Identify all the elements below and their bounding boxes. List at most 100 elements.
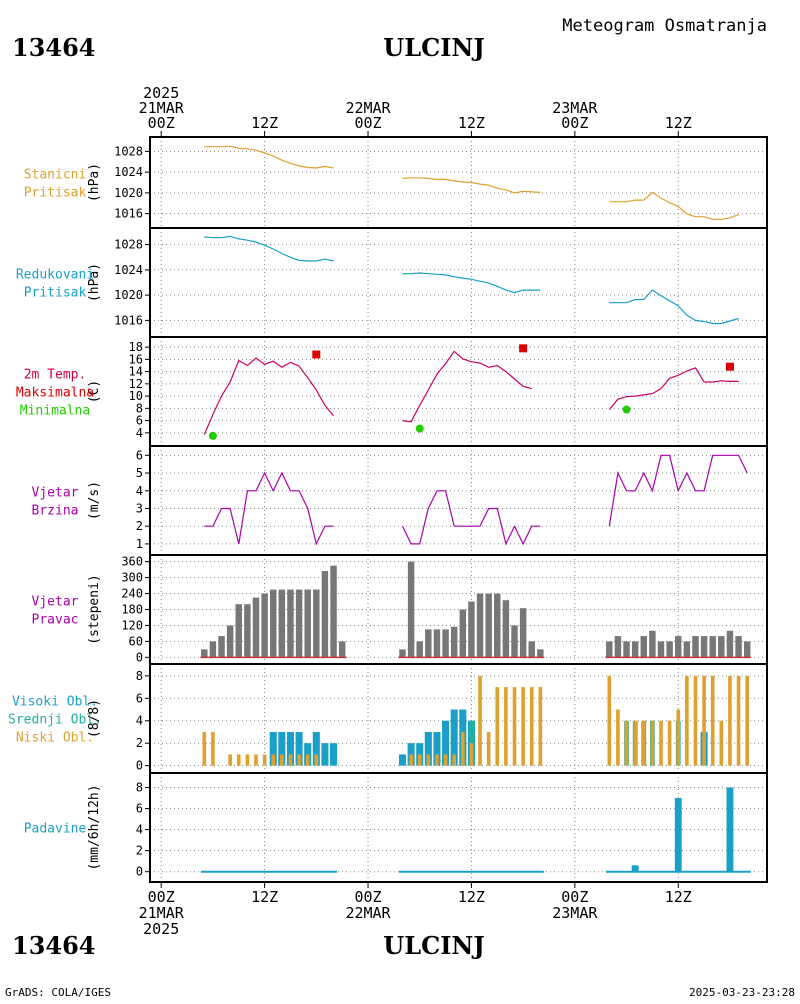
bar — [616, 709, 620, 766]
bar — [321, 570, 329, 658]
y-tick-label: 2 — [136, 736, 143, 750]
bar — [469, 743, 474, 766]
y-tick-label: 1020 — [114, 288, 143, 302]
time-label: 22MAR — [345, 904, 391, 922]
y-tick-label: 6 — [136, 691, 143, 705]
time-label: 21MAR — [139, 99, 185, 117]
time-label: 23MAR — [552, 904, 598, 922]
bar — [675, 636, 682, 658]
bar — [719, 720, 724, 766]
y-tick-label: 120 — [121, 618, 143, 632]
panel-label: Niski Obl. — [16, 731, 94, 746]
bar — [313, 589, 320, 658]
time-label: 00Z — [354, 888, 381, 906]
bar — [521, 687, 525, 766]
bar — [666, 641, 673, 658]
bar — [286, 731, 294, 766]
series-line — [402, 350, 532, 423]
time-label: 12Z — [665, 114, 692, 132]
time-label: 00Z — [148, 114, 175, 132]
panels-group: 1016102010241028(hPa)StanicniPritisak101… — [8, 136, 768, 883]
bar — [409, 754, 413, 766]
series-line — [204, 145, 334, 169]
bar — [718, 636, 725, 658]
bar — [607, 675, 612, 766]
y-tick-label: 0 — [136, 759, 143, 773]
bar — [693, 675, 698, 766]
bar — [295, 731, 303, 766]
time-label: 12Z — [458, 888, 485, 906]
bar — [288, 754, 293, 766]
bar — [450, 709, 458, 766]
max-temp-marker — [725, 362, 734, 371]
bar — [435, 754, 439, 766]
bar — [710, 675, 715, 766]
panel-label: Redukovani — [16, 268, 94, 283]
y-tick-label: 1024 — [114, 263, 143, 277]
bar — [511, 625, 518, 658]
bar — [529, 687, 534, 766]
time-label: 22MAR — [345, 99, 391, 117]
time-label: 12Z — [458, 114, 485, 132]
y-axis-label: (hPa) — [87, 263, 102, 302]
bar — [287, 589, 294, 658]
bar — [640, 636, 648, 658]
series-line — [609, 191, 739, 220]
y-tick-label: 240 — [121, 587, 143, 601]
bar — [245, 754, 250, 766]
y-tick-label: 1020 — [114, 186, 143, 200]
panel-label: Padavine — [24, 822, 87, 837]
panel-label: 2m Temp. — [24, 368, 87, 383]
y-tick-label: 8 — [136, 401, 143, 415]
bar — [278, 731, 286, 766]
bar — [417, 754, 422, 766]
station-id-bottom: 13464 — [12, 931, 96, 960]
bar — [202, 731, 207, 766]
bar — [735, 636, 742, 658]
bar — [657, 641, 665, 658]
y-tick-label: 180 — [121, 603, 143, 617]
bar — [235, 604, 242, 658]
y-tick-label: 0 — [136, 650, 143, 664]
bar — [297, 754, 301, 766]
y-tick-label: 0 — [136, 865, 143, 879]
series-line — [609, 289, 739, 325]
bar — [424, 731, 432, 766]
max-temp-marker — [312, 350, 321, 359]
panel-brzina: 1 2 3 4 5 6 (m/s) Vjetar Brzina — [32, 445, 768, 556]
y-tick-label: 4 — [136, 823, 143, 837]
y-tick-label: 1 — [136, 537, 143, 551]
bar — [519, 608, 527, 658]
panel-oblacnost: 0 2 4 6 8 (8/8)Visoki Obl. Srednji Obl. Niski O… — [8, 663, 768, 774]
bar — [442, 629, 449, 658]
bar — [459, 609, 467, 658]
bar — [252, 597, 260, 658]
bar — [468, 601, 475, 658]
bar — [478, 675, 482, 766]
bar — [433, 731, 441, 766]
bar — [269, 731, 277, 766]
y-tick-label: 1028 — [114, 238, 143, 252]
station-name-top: ULCINJ — [383, 33, 484, 62]
bar — [702, 675, 706, 766]
bar — [745, 675, 749, 766]
y-tick-label: 4 — [136, 714, 143, 728]
bar — [650, 720, 655, 766]
bar — [486, 731, 491, 766]
bar — [476, 593, 484, 658]
y-tick-label: 2 — [136, 844, 143, 858]
y-tick-label: 10 — [129, 389, 143, 403]
y-tick-label: 6 — [136, 448, 143, 462]
panel-stanicni: 1016 1020 1024 1028 (hPa)Stanicni Pritisak — [24, 136, 768, 229]
bar — [330, 565, 337, 658]
bar — [659, 720, 663, 766]
bar — [676, 709, 681, 766]
y-tick-label: 1028 — [114, 144, 143, 158]
y-axis-label: (8/8) — [87, 699, 102, 738]
series-line — [608, 367, 739, 410]
bar — [631, 641, 639, 658]
bar — [236, 754, 241, 766]
bar — [201, 649, 208, 658]
bar — [537, 649, 544, 658]
